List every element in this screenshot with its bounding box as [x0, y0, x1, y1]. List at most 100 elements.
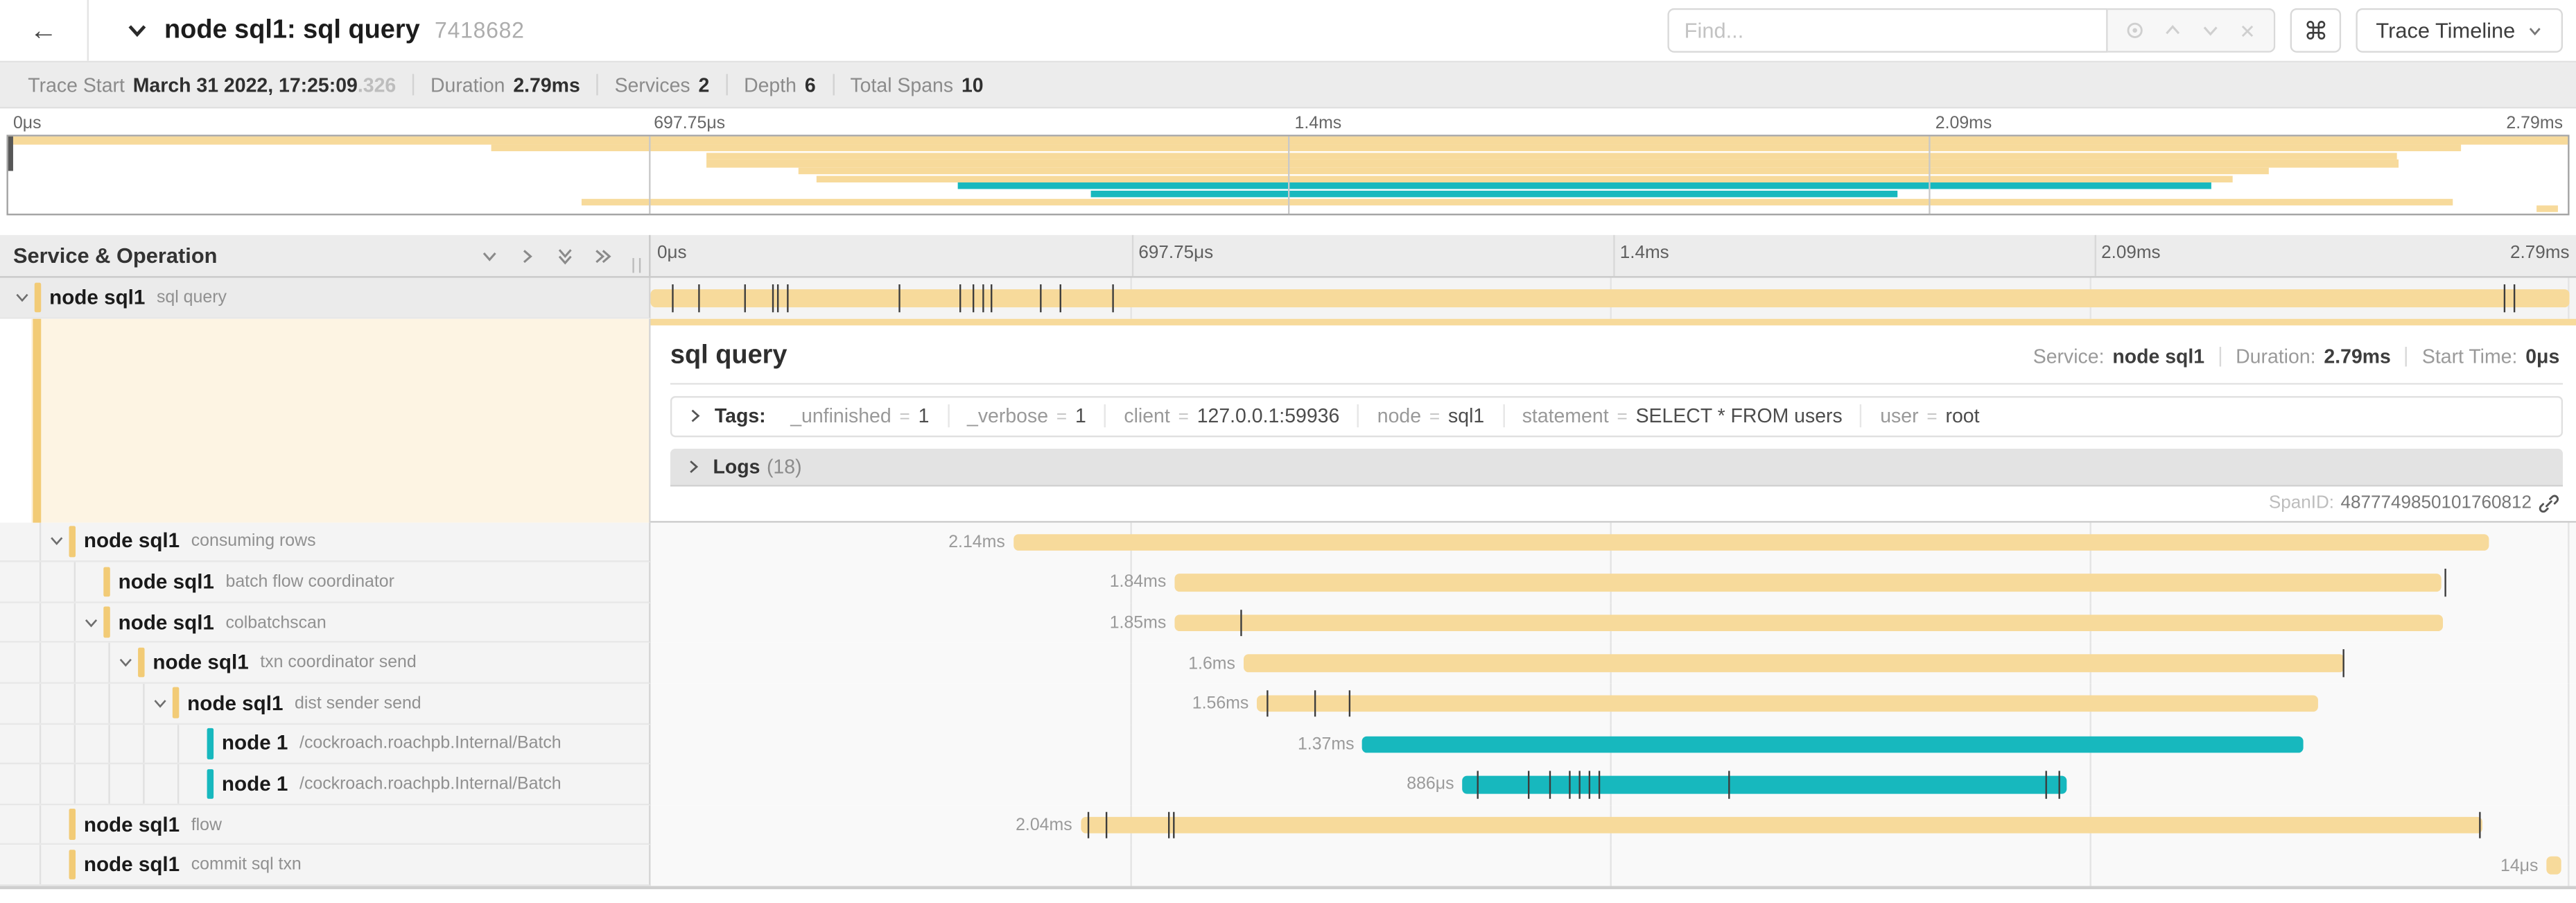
timeline-gridline	[1130, 845, 1132, 886]
span-bar[interactable]	[1462, 775, 2067, 793]
span-tree-item[interactable]: node 1/cockroach.roachpb.Internal/Batch	[0, 764, 651, 805]
span-expander-icon[interactable]	[151, 694, 169, 712]
log-marker	[1168, 811, 1171, 839]
span-tree-item[interactable]: node sql1 commit sql txn	[0, 845, 651, 886]
span-tree-item[interactable]: node sql1 batch flow coordinator	[0, 562, 651, 603]
indent-guide	[73, 603, 76, 642]
divider	[832, 74, 834, 96]
expand-all-icon[interactable]	[593, 246, 613, 265]
indent-guide	[39, 805, 42, 844]
timeline-area: 2.04ms	[650, 805, 2570, 845]
span-duration-label: 14μs	[2500, 855, 2539, 876]
span-expander-icon[interactable]	[82, 613, 100, 631]
timeline-gridline	[2568, 643, 2570, 684]
minimap-span-bar	[799, 167, 2269, 175]
collapse-all-icon[interactable]	[555, 246, 575, 265]
tags-accordion[interactable]: Tags: _unfinished = 1 _verbose = 1 client = 127.…	[670, 395, 2564, 437]
indent-guide	[143, 764, 145, 804]
span-row: node sql1 flow 2.04ms	[0, 805, 2576, 845]
log-marker	[973, 284, 975, 312]
span-tree-item[interactable]: node sql1 consuming rows	[0, 522, 651, 562]
span-bar[interactable]	[1013, 533, 2489, 551]
span-bar[interactable]	[1243, 655, 2345, 672]
log-marker	[2045, 771, 2048, 798]
span-timeline-cell: 1.85ms	[650, 603, 2576, 644]
span-row: node sql1 commit sql txn 14μs	[0, 845, 2576, 886]
span-label: node sql1 batch flow coordinator	[0, 562, 649, 601]
back-button[interactable]: ←	[0, 0, 89, 61]
span-tree-item[interactable]: node sql1 dist sender send	[0, 683, 651, 725]
find-input[interactable]	[1667, 8, 2109, 53]
tag-value: 1	[1074, 404, 1086, 428]
span-tree-item[interactable]: node sql1 colbatchscan	[0, 603, 651, 644]
span-expander-icon[interactable]	[116, 653, 134, 671]
span-bar[interactable]	[2546, 857, 2562, 875]
indent-guide	[39, 683, 42, 723]
span-expander-icon[interactable]	[13, 288, 31, 306]
tag-value: sql1	[1448, 404, 1485, 428]
summary-item-label: Duration	[430, 73, 505, 96]
span-bar[interactable]	[1080, 816, 2483, 834]
tag-value: root	[1945, 404, 1980, 428]
summary-item: Duration 2.79ms	[414, 73, 596, 96]
indent-guide	[39, 562, 42, 601]
span-service-name: node sql1	[83, 530, 180, 553]
span-timeline-cell: 2.04ms	[650, 805, 2576, 845]
span-timeline-cell	[650, 277, 2576, 318]
span-tree-item[interactable]: node sql1 sql query	[0, 277, 651, 318]
span-service-name: node sql1	[153, 651, 249, 675]
chevron-down-icon	[2527, 22, 2543, 39]
span-row: node sql1 sql query	[0, 277, 2576, 318]
minimap-scrubber-handle[interactable]	[8, 136, 12, 171]
minimap-span-bar	[957, 182, 2212, 190]
log-marker	[2479, 811, 2481, 839]
meta-value: node sql1	[2112, 344, 2205, 368]
span-bar[interactable]	[650, 289, 2570, 307]
keyboard-shortcuts-button[interactable]: ⌘	[2290, 8, 2342, 53]
span-bar[interactable]	[1174, 614, 2443, 632]
logs-accordion[interactable]: Logs (18)	[670, 448, 2564, 486]
span-bar[interactable]	[1362, 735, 2303, 753]
span-service-name: node sql1	[187, 691, 284, 715]
prev-match-icon[interactable]	[2162, 19, 2184, 41]
focus-target-icon[interactable]	[2125, 19, 2146, 41]
ruler-tick-label: 0μs	[656, 243, 687, 264]
indent-guide	[73, 643, 76, 682]
meta-label: Service:	[2033, 344, 2105, 368]
next-match-icon[interactable]	[2200, 19, 2222, 41]
tree-header-controls	[480, 246, 613, 265]
span-operation-name: batch flow coordinator	[225, 571, 394, 592]
span-id-value: 4877749850101760812	[2340, 493, 2532, 513]
span-bar[interactable]	[1174, 574, 2442, 592]
trace-view-switcher[interactable]: Trace Timeline	[2356, 8, 2564, 53]
timeline-area: 2.14ms	[650, 522, 2570, 562]
collapse-one-icon[interactable]	[480, 246, 499, 265]
span-service-name: node sql1	[83, 853, 180, 877]
span-duration-label: 2.14ms	[948, 532, 1005, 553]
tree-header: Service & Operation	[0, 234, 651, 277]
column-resize-handle[interactable]	[632, 258, 641, 273]
span-timeline-cell: 1.84ms	[650, 562, 2576, 603]
span-tree-item[interactable]: node 1/cockroach.roachpb.Internal/Batch	[0, 724, 651, 765]
span-tree-item[interactable]: node sql1 txn coordinator send	[0, 643, 651, 684]
span-expander-icon[interactable]	[48, 533, 66, 551]
span-tree-item[interactable]: node sql1 flow	[0, 805, 651, 845]
clear-find-icon[interactable]	[2238, 21, 2257, 40]
expand-one-icon[interactable]	[518, 246, 537, 265]
span-timeline-cell: 1.37ms	[650, 724, 2576, 765]
span-bar[interactable]	[1257, 695, 2318, 713]
copy-link-icon[interactable]	[2538, 492, 2559, 514]
meta-label: Duration:	[2236, 344, 2316, 368]
log-marker	[2514, 284, 2516, 312]
span-color-bar	[103, 566, 110, 597]
summary-item: Trace Start March 31 2022, 17:25:09.326	[12, 73, 412, 96]
summary-item-fraction: .326	[357, 73, 397, 96]
trace-title-area[interactable]: node sql1: sql query 7418682	[89, 16, 525, 46]
indent-guide	[143, 724, 145, 764]
span-duration-label: 1.84ms	[1109, 572, 1167, 593]
minimap-canvas[interactable]	[6, 135, 2570, 216]
span-duration-label: 1.56ms	[1192, 694, 1249, 714]
span-operation-name: dist sender send	[295, 693, 421, 713]
log-marker	[698, 284, 701, 312]
timeline-gridline	[2568, 683, 2570, 725]
